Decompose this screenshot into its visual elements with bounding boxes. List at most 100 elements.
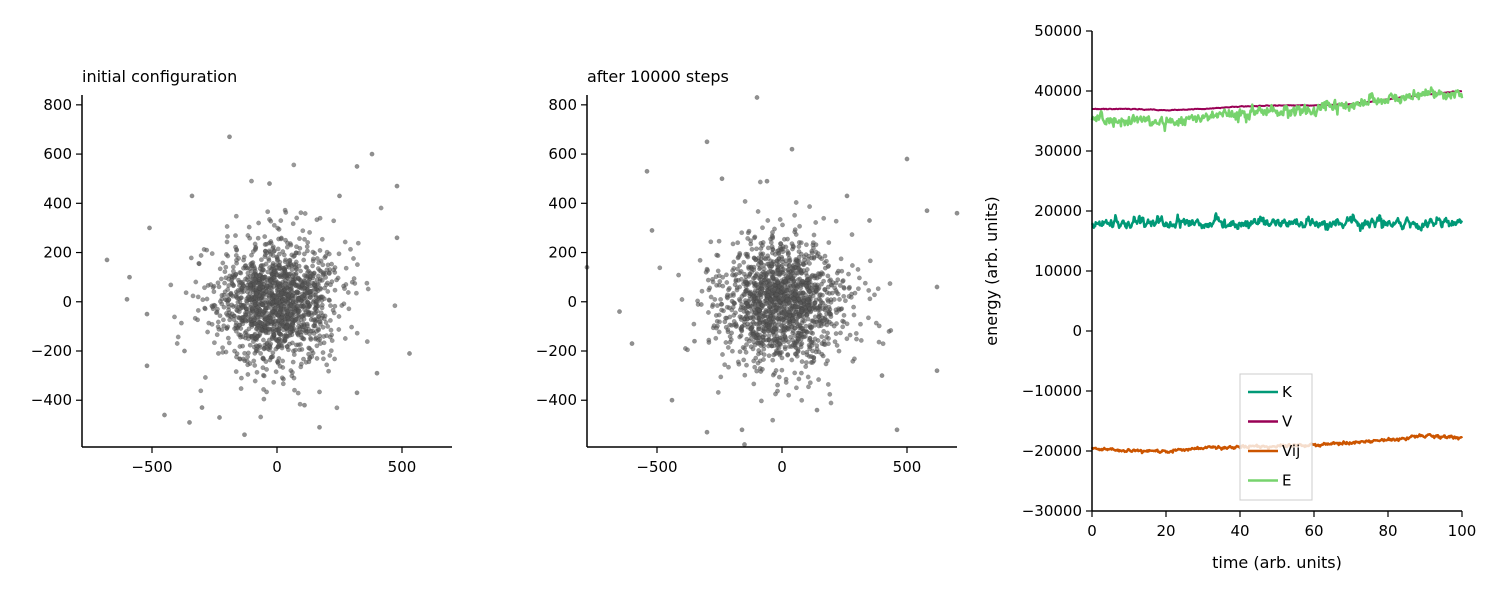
scatter-point bbox=[811, 232, 817, 238]
scatter-point bbox=[303, 359, 309, 365]
scatter-point bbox=[183, 290, 189, 296]
scatter-point bbox=[282, 337, 288, 342]
scatter-point bbox=[739, 302, 744, 307]
scatter-point bbox=[831, 297, 837, 302]
scatter-point bbox=[742, 198, 748, 204]
scatter-point bbox=[302, 211, 308, 216]
scatter-point bbox=[794, 385, 799, 391]
scatter-point bbox=[328, 348, 334, 354]
scatter-point bbox=[365, 286, 371, 292]
scatter-point bbox=[805, 374, 811, 380]
scatter-point bbox=[321, 271, 327, 277]
scatter-point bbox=[875, 286, 881, 292]
y-tick-label: 20000 bbox=[1034, 202, 1082, 220]
scatter-point bbox=[854, 336, 859, 342]
scatter-point bbox=[310, 350, 316, 356]
scatter-point bbox=[754, 368, 760, 374]
y-tick-label: 600 bbox=[43, 145, 72, 163]
scatter-point bbox=[220, 260, 226, 266]
scatter-point bbox=[205, 282, 211, 288]
scatter-point bbox=[246, 333, 251, 339]
scatter-point bbox=[144, 363, 150, 369]
scatter-point bbox=[279, 322, 285, 328]
scatter-point bbox=[799, 341, 805, 346]
y-tick-label: 40000 bbox=[1034, 82, 1082, 100]
scatter-point bbox=[745, 321, 750, 327]
scatter-point bbox=[283, 237, 288, 243]
scatter-point bbox=[260, 355, 266, 361]
scatter-point bbox=[751, 381, 757, 387]
scatter-point bbox=[804, 242, 809, 248]
scatter-point bbox=[794, 304, 800, 310]
scatter-point bbox=[792, 333, 798, 338]
scatter-point bbox=[263, 261, 269, 267]
scatter-point bbox=[757, 365, 763, 371]
scatter-point bbox=[729, 330, 734, 336]
scatter-point bbox=[233, 213, 239, 219]
scatter-point bbox=[342, 286, 347, 291]
scatter-point bbox=[744, 342, 749, 347]
scatter-point bbox=[243, 329, 249, 334]
scatter-point bbox=[289, 369, 295, 375]
scatter-point bbox=[299, 282, 305, 288]
scatter-point bbox=[730, 268, 735, 273]
scatter-points-initial bbox=[104, 134, 412, 438]
scatter-point bbox=[248, 297, 254, 303]
scatter-point bbox=[233, 369, 239, 374]
scatter-point bbox=[394, 235, 400, 241]
scatter-point bbox=[244, 358, 250, 364]
scatter-point bbox=[296, 296, 301, 301]
scatter-point bbox=[261, 314, 267, 319]
scatter-point bbox=[291, 375, 297, 381]
scatter-point bbox=[236, 309, 242, 315]
scatter-point bbox=[812, 336, 818, 342]
scatter-point bbox=[737, 284, 743, 290]
scatter-point bbox=[858, 321, 863, 327]
scatter-point bbox=[849, 232, 855, 238]
scatter-point bbox=[354, 330, 360, 336]
scatter-point bbox=[298, 268, 303, 274]
scatter-point bbox=[743, 280, 749, 285]
scatter-point bbox=[822, 316, 827, 322]
scatter-point bbox=[258, 350, 263, 356]
scatter-point bbox=[735, 240, 741, 246]
scatter-point bbox=[258, 327, 264, 332]
scatter-point bbox=[792, 370, 798, 376]
scatter-point bbox=[770, 357, 776, 363]
scatter-point bbox=[233, 303, 239, 309]
legend-label-v: V bbox=[1282, 413, 1293, 431]
scatter-point bbox=[752, 364, 758, 370]
scatter-point bbox=[327, 317, 333, 323]
scatter-point bbox=[617, 309, 622, 314]
scatter-point bbox=[280, 358, 286, 364]
scatter-point bbox=[283, 325, 289, 330]
scatter-point bbox=[846, 293, 852, 299]
scatter-point bbox=[316, 260, 322, 266]
scatter-point bbox=[239, 289, 245, 295]
scatter-point bbox=[244, 300, 250, 306]
scatter-point bbox=[813, 220, 819, 225]
scatter-point bbox=[275, 225, 281, 231]
scatter-point bbox=[745, 230, 751, 236]
scatter-point bbox=[800, 350, 806, 356]
scatter-point bbox=[316, 327, 321, 333]
scatter-point bbox=[321, 334, 327, 339]
scatter-point bbox=[761, 266, 767, 272]
scatter-point bbox=[270, 252, 276, 258]
scatter-point bbox=[770, 234, 776, 240]
scatter-point bbox=[225, 301, 231, 307]
scatter-point bbox=[195, 294, 201, 300]
scatter-point bbox=[851, 312, 857, 318]
scatter-point bbox=[809, 250, 815, 256]
scatter-point bbox=[793, 342, 798, 348]
scatter-point bbox=[704, 139, 710, 145]
scatter-point bbox=[742, 372, 748, 378]
scatter-point bbox=[759, 398, 764, 404]
scatter-point bbox=[756, 320, 762, 326]
scatter-point bbox=[252, 277, 258, 282]
scatter-point bbox=[834, 310, 839, 315]
scatter-point bbox=[233, 272, 239, 278]
scatter-point bbox=[268, 318, 274, 324]
scatter-point bbox=[792, 229, 798, 235]
x-tick-label: 60 bbox=[1304, 522, 1323, 540]
